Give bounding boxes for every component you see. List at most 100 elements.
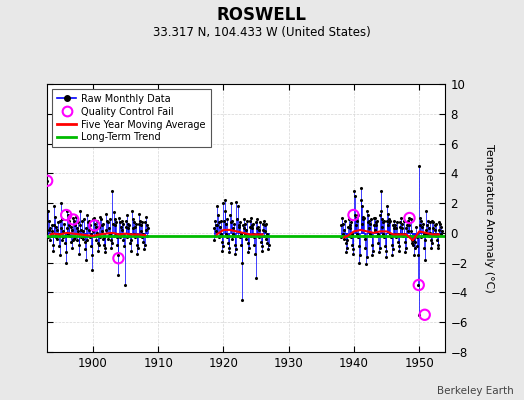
- Point: [105, 216, 114, 223]
- Point: [341, 218, 349, 224]
- Point: [111, 222, 119, 229]
- Point: [398, 221, 406, 227]
- Point: [241, 221, 249, 227]
- Point: [264, 246, 272, 252]
- Point: [383, 218, 391, 224]
- Point: [260, 222, 269, 229]
- Point: [115, 215, 123, 221]
- Point: [259, 227, 267, 233]
- Point: [379, 231, 388, 238]
- Point: [77, 227, 85, 233]
- Point: [255, 227, 263, 233]
- Point: [361, 244, 369, 251]
- Point: [397, 215, 405, 221]
- Point: [369, 248, 377, 254]
- Point: [60, 221, 68, 227]
- Point: [417, 218, 425, 224]
- Point: [102, 210, 110, 217]
- Point: [233, 216, 241, 223]
- Point: [379, 219, 387, 226]
- Point: [107, 244, 116, 251]
- Point: [220, 218, 228, 224]
- Point: [114, 252, 122, 258]
- Point: [119, 233, 128, 239]
- Point: [252, 274, 260, 281]
- Point: [211, 233, 220, 239]
- Point: [52, 224, 60, 230]
- Point: [342, 249, 351, 256]
- Point: [419, 231, 428, 238]
- Point: [133, 250, 141, 257]
- Point: [251, 250, 259, 257]
- Point: [101, 244, 110, 251]
- Point: [217, 231, 225, 238]
- Point: [370, 222, 378, 229]
- Point: [246, 215, 255, 221]
- Point: [398, 225, 407, 232]
- Point: [122, 218, 130, 224]
- Point: [139, 231, 147, 238]
- Point: [62, 260, 70, 266]
- Point: [79, 236, 88, 242]
- Point: [82, 225, 91, 232]
- Point: [230, 233, 238, 239]
- Point: [222, 221, 231, 227]
- Point: [396, 219, 404, 226]
- Point: [88, 267, 96, 273]
- Point: [373, 233, 381, 239]
- Point: [44, 234, 52, 240]
- Point: [76, 207, 84, 214]
- Point: [347, 219, 355, 226]
- Point: [429, 225, 437, 232]
- Point: [263, 231, 271, 238]
- Point: [356, 252, 364, 258]
- Point: [342, 240, 350, 246]
- Point: [399, 218, 408, 224]
- Point: [430, 222, 439, 229]
- Point: [57, 225, 66, 232]
- Point: [113, 234, 121, 240]
- Point: [98, 222, 106, 229]
- Point: [430, 231, 438, 238]
- Point: [405, 215, 413, 221]
- Point: [337, 234, 345, 240]
- Point: [390, 231, 399, 238]
- Point: [75, 222, 84, 229]
- Point: [260, 233, 268, 239]
- Point: [415, 163, 423, 169]
- Point: [384, 210, 392, 217]
- Point: [63, 212, 72, 218]
- Point: [100, 242, 108, 248]
- Point: [262, 221, 270, 227]
- Point: [245, 244, 253, 251]
- Point: [395, 248, 403, 254]
- Point: [344, 216, 353, 223]
- Point: [124, 225, 133, 232]
- Point: [75, 250, 83, 257]
- Point: [340, 227, 348, 233]
- Point: [414, 282, 423, 288]
- Point: [355, 260, 364, 266]
- Point: [368, 242, 376, 248]
- Point: [343, 244, 351, 251]
- Point: [118, 237, 127, 244]
- Point: [244, 240, 252, 246]
- Point: [247, 233, 255, 239]
- Point: [220, 207, 228, 214]
- Point: [421, 256, 429, 263]
- Point: [339, 221, 347, 227]
- Point: [239, 225, 248, 232]
- Point: [376, 212, 384, 218]
- Point: [111, 216, 119, 223]
- Point: [45, 227, 53, 233]
- Point: [138, 234, 146, 240]
- Point: [112, 231, 120, 238]
- Point: [122, 224, 130, 230]
- Point: [416, 215, 424, 221]
- Point: [95, 242, 103, 248]
- Point: [428, 218, 436, 224]
- Point: [219, 200, 227, 206]
- Point: [141, 227, 150, 233]
- Point: [56, 218, 64, 224]
- Point: [410, 252, 418, 258]
